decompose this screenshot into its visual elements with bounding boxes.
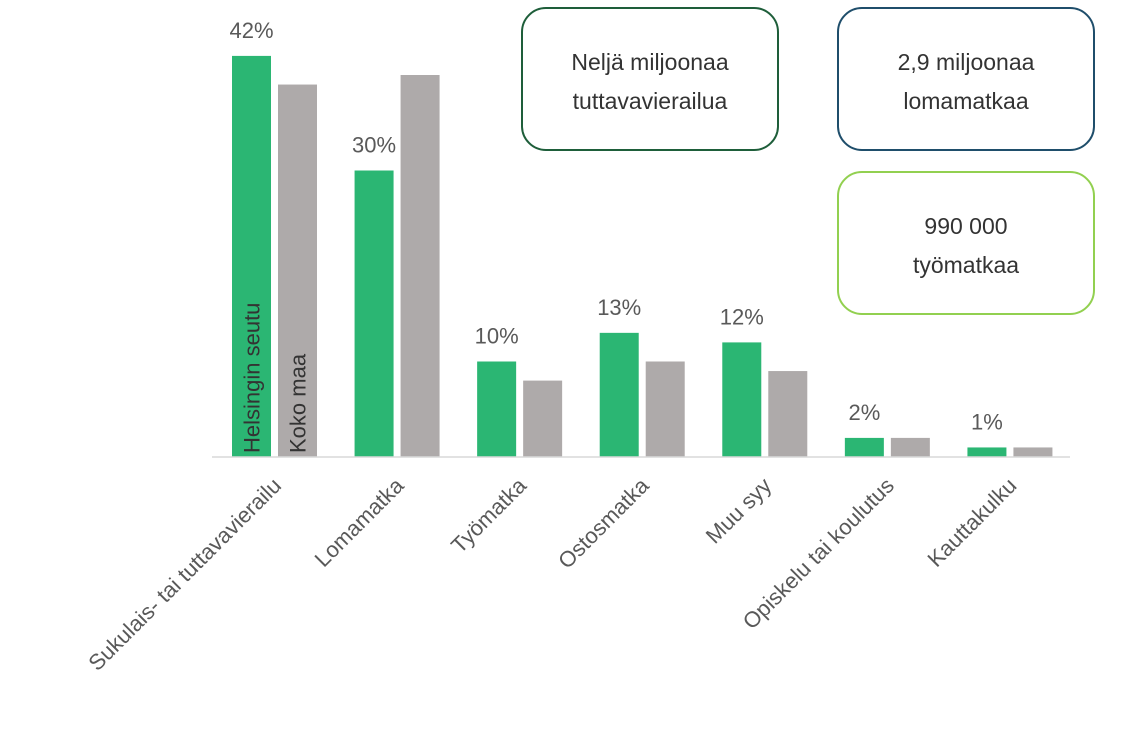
x-tick-label: Työmatka (446, 472, 532, 558)
annotation-box (837, 171, 1095, 315)
bar (768, 371, 808, 457)
annotation-text: lomamatkaa (903, 88, 1028, 114)
x-tick-label: Ostosmatka (553, 472, 654, 573)
legend-label: Helsingin seutu (240, 303, 265, 453)
data-label: 12% (720, 304, 764, 329)
bar (232, 55, 271, 458)
annotation-text: tuttavavierailua (573, 88, 728, 114)
data-label: 30% (352, 133, 396, 158)
data-label: 1% (971, 409, 1003, 434)
annotation-text: työmatkaa (913, 252, 1019, 278)
annotation-box (837, 7, 1095, 151)
bar (967, 447, 1007, 457)
bar (400, 75, 440, 457)
x-tick-label: Sukulais- tai tuttavavierailu (83, 473, 286, 676)
legend-label: Koko maa (286, 353, 311, 453)
bar (645, 361, 685, 457)
bar (1013, 447, 1053, 457)
bar (477, 361, 517, 457)
x-tick-label: Muu syy (701, 473, 777, 549)
annotation-text: 990 000 (924, 213, 1007, 239)
data-label: 10% (475, 324, 519, 349)
bar (599, 332, 639, 457)
data-label: 2% (848, 400, 880, 425)
bar (354, 170, 394, 457)
bar (278, 84, 317, 458)
data-label: 42% (229, 18, 273, 43)
annotation-text: 2,9 miljoonaa (898, 49, 1035, 75)
annotation-text: Neljä miljoonaa (571, 49, 728, 75)
data-label: 13% (597, 295, 641, 320)
bar (890, 437, 930, 457)
x-tick-label: Lomamatka (310, 472, 409, 571)
bar (523, 380, 563, 457)
x-tick-label: Kauttakulku (922, 473, 1021, 572)
bar (844, 437, 884, 457)
bar (722, 342, 762, 457)
annotation-box (521, 7, 779, 151)
